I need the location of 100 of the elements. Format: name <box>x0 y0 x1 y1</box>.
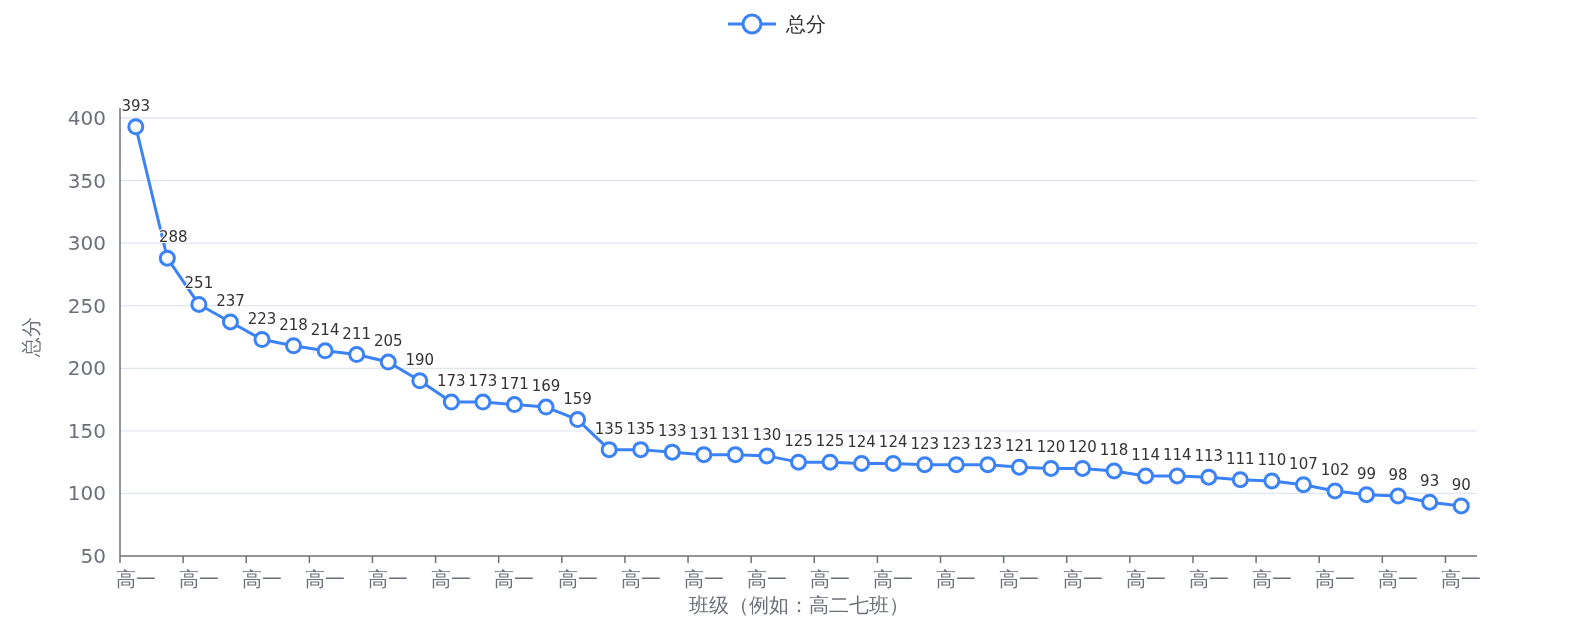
point <box>1294 476 1312 494</box>
data-label: 223 <box>247 309 277 328</box>
data-label: 114 <box>1131 445 1160 464</box>
data-label: 205 <box>373 332 403 351</box>
point <box>916 456 934 474</box>
point <box>632 441 650 459</box>
data-label: 125 <box>784 432 813 451</box>
point <box>758 447 776 465</box>
x-tick-label: 高一 <box>936 567 977 591</box>
data-label: 90 <box>1451 475 1471 494</box>
point <box>411 372 429 390</box>
point <box>474 393 492 411</box>
point <box>1074 459 1092 477</box>
point <box>1042 459 1060 477</box>
point <box>1010 458 1028 476</box>
x-tick-label: 高一 <box>746 567 787 591</box>
point <box>569 411 587 429</box>
point <box>1389 487 1407 505</box>
x-tick-label: 高一 <box>305 567 346 591</box>
point <box>158 249 176 267</box>
point <box>695 446 713 464</box>
x-tick-label: 高一 <box>115 567 156 591</box>
data-label: 118 <box>1099 440 1129 459</box>
x-tick-label: 高一 <box>999 567 1040 591</box>
data-label: 251 <box>184 274 214 293</box>
y-tick-label: 100 <box>67 481 106 506</box>
x-tick-label: 高一 <box>242 567 283 591</box>
data-label: 135 <box>626 419 656 438</box>
data-label: 171 <box>500 374 529 393</box>
x-tick-label: 高一 <box>1251 567 1292 591</box>
x-tick-label: 高一 <box>620 567 661 591</box>
x-tick-label: 高一 <box>683 567 724 591</box>
data-label: 173 <box>437 372 466 391</box>
x-tick-label: 高一 <box>494 567 535 591</box>
data-label: 135 <box>594 419 624 438</box>
data-label: 190 <box>405 350 435 369</box>
point <box>1326 482 1344 500</box>
legend-label: 总分 <box>785 12 826 36</box>
data-label: 99 <box>1357 464 1377 483</box>
point <box>253 331 271 348</box>
point <box>790 453 807 471</box>
y-tick-label: 200 <box>67 356 106 381</box>
data-label: 107 <box>1289 454 1318 473</box>
data-label: 130 <box>752 425 782 444</box>
data-label: 124 <box>847 433 876 452</box>
x-tick-label: 高一 <box>1188 567 1229 591</box>
point <box>726 446 744 464</box>
y-tick-label: 400 <box>67 106 106 130</box>
data-label: 102 <box>1320 460 1350 479</box>
point <box>316 342 334 360</box>
data-label: 218 <box>279 315 308 334</box>
point <box>1231 471 1249 489</box>
data-label: 114 <box>1162 445 1192 464</box>
x-tick-label: 高一 <box>810 567 851 591</box>
point <box>379 353 397 371</box>
point <box>600 441 618 459</box>
data-label: 214 <box>310 320 340 339</box>
data-label: 211 <box>342 324 372 343</box>
point <box>285 337 303 355</box>
point <box>537 398 555 416</box>
y-tick-label: 250 <box>67 293 106 318</box>
data-label: 131 <box>721 424 750 443</box>
x-tick-label: 高一 <box>557 567 598 591</box>
point <box>1200 468 1218 486</box>
x-tick-label: 高一 <box>431 567 472 591</box>
data-label: 173 <box>468 372 498 391</box>
data-label: 125 <box>815 432 845 451</box>
point <box>1358 486 1376 504</box>
y-tick-label: 300 <box>67 231 106 256</box>
data-label: 113 <box>1194 447 1224 466</box>
point <box>884 454 902 472</box>
x-tick-label: 高一 <box>1441 567 1482 591</box>
data-label: 110 <box>1257 450 1287 469</box>
data-label: 98 <box>1388 465 1408 484</box>
point <box>348 346 366 364</box>
data-label: 123 <box>910 434 940 453</box>
point <box>221 313 239 331</box>
point <box>505 396 523 414</box>
y-tick-label: 350 <box>67 168 106 193</box>
x-tick-label: 高一 <box>1125 567 1166 591</box>
point <box>853 454 871 472</box>
point <box>1168 467 1186 485</box>
point <box>442 393 460 411</box>
data-label: 111 <box>1225 449 1255 468</box>
x-tick-label: 高一 <box>1062 567 1103 591</box>
x-axis-title: 班级（例如：高二七班） <box>688 593 909 617</box>
x-tick-label: 高一 <box>368 567 409 591</box>
data-label: 237 <box>216 291 245 310</box>
data-label: 123 <box>941 434 971 453</box>
x-tick-label: 高一 <box>1378 567 1419 591</box>
data-label: 159 <box>563 389 592 408</box>
legend: 总分 <box>728 12 826 36</box>
data-label: 131 <box>689 424 719 443</box>
point <box>821 453 839 471</box>
data-label: 123 <box>973 434 1003 453</box>
data-label: 393 <box>121 96 151 115</box>
x-tick-label: 高一 <box>1314 567 1355 591</box>
x-tick-label: 高一 <box>178 567 219 591</box>
point <box>979 456 997 474</box>
point <box>1105 462 1123 480</box>
